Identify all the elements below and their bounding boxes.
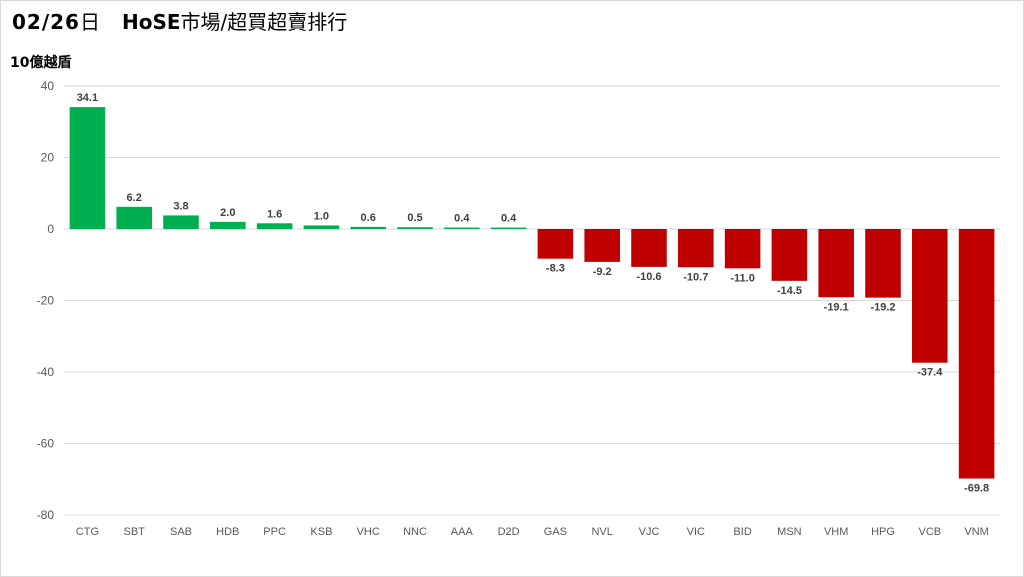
data-label: -11.0 [730,272,754,284]
x-category-label: SAB [170,526,192,538]
bar-d2d [490,227,527,229]
data-label: 1.0 [314,210,329,222]
bar-aaa [444,227,480,229]
data-label: 0.6 [361,212,376,224]
title-day-suffix: 日 [79,10,100,34]
bar-ksb [303,225,340,229]
x-category-label: NNC [403,526,427,538]
y-tick-label: 0 [47,222,54,236]
y-tick-label: 40 [41,79,55,93]
x-category-label: CTG [76,526,99,538]
data-label: -10.6 [636,271,661,283]
y-tick-label: -60 [37,437,55,451]
x-category-label: VIC [687,526,705,538]
data-label: -19.1 [824,301,849,313]
x-category-label: VCB [918,526,941,538]
x-category-label: VNM [964,526,988,538]
x-axis-categories: CTG SBT SAB HDB PPC KSB VHC NNC AAA D2D GAS NVL VJC V… [76,526,989,538]
x-category-label: BID [733,526,751,538]
x-category-label: PPC [263,526,286,538]
bar-vhc [350,226,386,229]
x-category-label: VHC [357,526,380,538]
bars [69,107,995,479]
data-label: -9.2 [593,266,612,278]
y-tick-label: -20 [37,294,55,308]
y-tick-label: 20 [41,151,55,165]
bar-vjc [631,229,667,267]
data-label: -69.8 [964,483,989,495]
bar-ctg [69,107,106,229]
x-category-label: MSN [777,526,802,538]
data-label: 2.0 [220,207,235,219]
data-label: 6.2 [127,192,142,204]
x-category-label: SBT [123,526,145,538]
data-label: 0.5 [407,212,422,224]
page-title: 02/26 日 HoSE 市場/超買超賣排行 [12,6,347,36]
bar-sab [163,215,199,229]
x-category-label: GAS [544,526,567,538]
bar-nnc [397,227,433,229]
title-date: 02/26 [12,10,80,34]
x-category-label: KSB [310,526,332,538]
bar-vhm [818,229,854,298]
y-axis-ticks: 40 20 0 -20 -40 -60 -80 [37,79,55,522]
x-category-label: AAA [451,526,474,538]
bar-bid [724,229,761,269]
y-axis-unit-label: 10億越盾 [10,55,72,71]
bar-hdb [210,221,246,229]
data-label: 0.4 [501,213,517,225]
data-label: -37.4 [917,367,943,379]
data-label: 3.8 [173,200,188,212]
gridlines [64,85,1000,516]
y-tick-label: -40 [37,365,55,379]
x-category-label: VHM [824,526,848,538]
x-category-label: HPG [871,526,895,538]
x-category-label: D2D [498,526,520,538]
y-tick-label: -80 [37,508,55,522]
bar-sbt [116,206,152,229]
title-market: HoSE [121,10,181,34]
data-label: -14.5 [777,285,802,297]
bar-vnm [958,229,995,479]
data-label: -19.2 [870,302,895,314]
bar-vic [678,229,714,268]
bar-gas [537,229,574,259]
bar-vcb [912,229,948,363]
data-label: 0.4 [454,213,470,225]
bar-hpg [865,229,901,298]
bar-msn [771,229,808,281]
x-category-label: VJC [639,526,660,538]
data-label: -8.3 [546,263,565,275]
data-label: 1.6 [267,208,282,220]
data-labels: 34.1 6.2 3.8 2.0 1.6 1.0 0.6 0.5 0.4 0.4 -8.3 -9.2 -… [77,92,989,494]
data-label: -10.7 [683,271,708,283]
x-category-label: HDB [216,526,239,538]
data-label: 34.1 [77,92,98,104]
title-text: 市場/超買超賣排行 [180,10,348,34]
bar-ppc [256,223,293,229]
bar-nvl [584,229,620,262]
x-category-label: NVL [591,526,612,538]
